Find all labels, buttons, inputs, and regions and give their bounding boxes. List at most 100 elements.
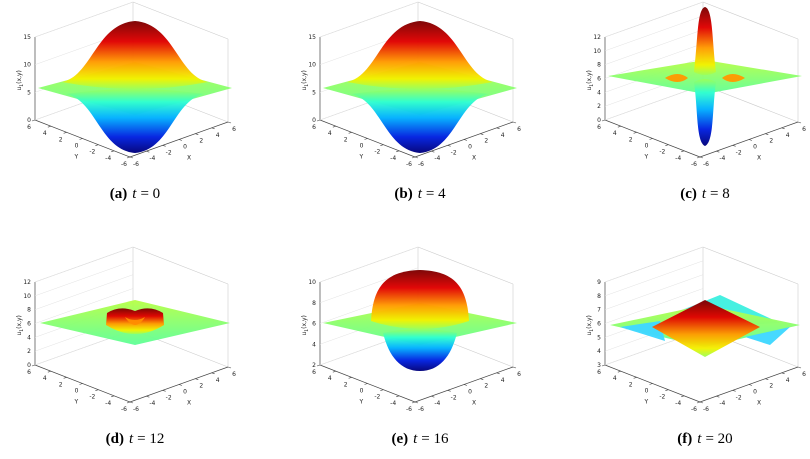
y-tick (79, 138, 83, 140)
x-axis-label: X (472, 400, 476, 407)
x-tick-label: 4 (216, 132, 220, 139)
x-tick (480, 133, 484, 135)
y-tick (63, 132, 67, 134)
x-tick-label: 6 (232, 371, 236, 378)
y-tick-label: -4 (390, 155, 396, 162)
y-tick-label: 4 (613, 375, 617, 382)
z-label-args: (x,y) (586, 70, 593, 84)
x-tick (732, 145, 736, 147)
caption-relation: = 0 (140, 186, 160, 202)
x-tick (129, 156, 134, 159)
y-tick-label: -2 (374, 394, 380, 401)
z-grid-line (34, 260, 134, 297)
y-tick (601, 119, 606, 122)
x-tick-label: 2 (769, 138, 773, 145)
z-tick-label: 5 (27, 89, 31, 96)
y-tick (316, 364, 321, 367)
x-tick (129, 401, 134, 404)
x-tick (414, 156, 419, 159)
x-tick-label: 0 (468, 389, 472, 396)
z-axis-label: u1(x,y) (301, 70, 310, 90)
y-tick (396, 395, 400, 398)
subfigure: 2 4 6 8 10 6 4 2 0 -2 -4 -6 -6 -4 -2 0 2 4 6 Y Xu1(x,y) (e) t =… (301, 246, 521, 447)
y-tick (380, 389, 384, 391)
z-tick-label: 4 (312, 341, 316, 348)
y-tick (348, 132, 352, 134)
z-grid-line (604, 246, 704, 283)
surface (608, 60, 802, 94)
y-tick (411, 156, 416, 159)
box-edge (702, 1, 799, 40)
x-tick (447, 390, 451, 392)
y-tick (126, 156, 131, 159)
surface (620, 321, 665, 341)
z-label-base: u (16, 87, 23, 91)
y-tick (633, 377, 637, 379)
x-tick (178, 384, 183, 386)
caption-variable: t (697, 431, 702, 447)
x-tick-label: 4 (501, 377, 505, 384)
x-tick-label: 0 (753, 389, 757, 396)
z-tick-label: 5 (312, 89, 316, 96)
y-tick-label: 0 (360, 143, 364, 150)
x-tick (227, 121, 232, 124)
y-tick (411, 401, 416, 404)
y-tick (111, 395, 115, 398)
z-tick-label: 5 (597, 334, 601, 341)
x-tick (781, 127, 785, 130)
z-tick-label: 10 (308, 62, 316, 69)
z-tick-label: 9 (597, 279, 601, 286)
x-tick-label: 2 (769, 383, 773, 390)
y-tick-label: 4 (328, 130, 332, 137)
x-tick (781, 372, 785, 375)
z-label-sub: 1 (304, 329, 310, 332)
box-edge (132, 1, 229, 40)
z-grid-line (604, 29, 704, 65)
y-tick (79, 383, 83, 385)
caption-label: (d) (106, 431, 124, 447)
x-tick (732, 390, 736, 392)
y-tick (31, 364, 36, 367)
y-tick-label: 2 (344, 381, 348, 388)
caption-relation: = 20 (705, 431, 732, 447)
y-tick (47, 370, 51, 373)
y-tick-label: -4 (105, 155, 111, 162)
z-grid-line (319, 246, 419, 283)
subfigure: 0 2 4 6 8 10 12 6 4 2 0 -2 -4 -6 -6 -4 -2 0 2 4 6 Y Xu1(x,y) (d… (16, 246, 236, 447)
z-tick-label: 0 (27, 362, 31, 369)
x-tick (431, 150, 435, 153)
z-tick-label: 0 (312, 117, 316, 124)
z-label-args: (x,y) (16, 315, 23, 329)
z-grid-line (604, 274, 704, 310)
z-grid-line (604, 260, 704, 297)
y-tick-label: 0 (75, 388, 79, 395)
y-tick-label: -6 (406, 161, 412, 168)
z-tick-label: 15 (23, 34, 31, 41)
x-tick-label: 6 (232, 126, 236, 133)
y-tick (601, 364, 606, 367)
z-label-args: (x,y) (586, 315, 593, 329)
z-axis-label: u1(x,y) (301, 315, 310, 335)
y-tick-label: -2 (374, 149, 380, 156)
x-tick (797, 366, 802, 369)
caption: (f) t = 20 (677, 431, 732, 447)
z-tick-label: 4 (27, 334, 31, 341)
z-tick-label: 10 (23, 293, 31, 300)
x-tick (797, 121, 802, 124)
y-tick (364, 383, 368, 385)
y-tick (617, 370, 621, 373)
z-tick-label: 6 (27, 321, 31, 328)
y-tick (332, 370, 336, 373)
x-tick (463, 384, 468, 386)
x-tick (211, 127, 215, 130)
x-tick (512, 121, 517, 124)
z-tick-label: 8 (312, 300, 316, 307)
z-tick-label: 6 (597, 76, 601, 83)
x-tick (716, 150, 720, 153)
y-tick-label: -4 (390, 400, 396, 407)
y-tick-label: 0 (645, 143, 649, 150)
surface (62, 21, 208, 89)
x-tick-label: 2 (484, 383, 488, 390)
subfigure: 0 5 10 15 6 4 2 0 -2 -4 -6 -6 -4 -2 0 2 4 6 Y Xu1(x,y) (b) t =… (301, 1, 521, 202)
y-tick (95, 389, 99, 391)
